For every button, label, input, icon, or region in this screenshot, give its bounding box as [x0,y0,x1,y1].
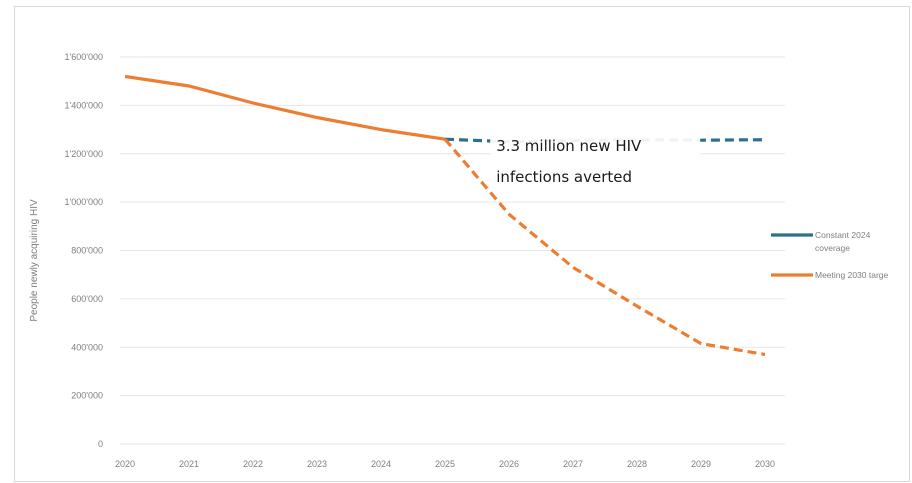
y-tick-label: 1'200'000 [65,149,103,159]
y-tick-label: 1'400'000 [65,100,103,110]
legend-label: coverage [815,243,850,253]
y-tick-label: 600'000 [71,294,103,304]
chart-frame: 0 200'000 400'000 600'000 800'000 1'000'000 1'… [14,6,910,482]
x-tick-label: 2022 [243,459,263,469]
legend-label: Constant 2024 [815,230,871,240]
y-tick-label: 0 [98,439,103,449]
y-axis-ticks: 0 200'000 400'000 600'000 800'000 1'000'000 1'… [65,52,103,449]
annotation-text: 3.3 million new HIV [496,137,642,155]
y-tick-label: 200'000 [71,391,103,401]
y-axis-label: People newly acquiring HIV [29,199,40,322]
y-tick-label: 800'000 [71,246,103,256]
x-tick-label: 2029 [691,459,711,469]
gridlines [120,56,785,445]
y-tick-label: 1'600'000 [65,52,103,62]
series-line-meeting-2030-target-solid [124,74,446,141]
annotation: 3.3 million new HIV infections averted [490,127,701,188]
legend: Constant 2024 coverage Meeting 2030 targe [771,230,889,280]
x-tick-label: 2023 [307,459,327,469]
x-tick-label: 2026 [499,459,519,469]
annotation-backdrop [490,127,701,188]
legend-label: Meeting 2030 targe [815,270,889,280]
x-tick-label: 2030 [755,459,775,469]
annotation-text: infections averted [496,168,632,186]
y-tick-label: 400'000 [71,342,103,352]
line-chart: 0 200'000 400'000 600'000 800'000 1'000'000 1'… [29,52,889,469]
series-lines [124,74,766,357]
x-tick-label: 2028 [627,459,647,469]
x-tick-label: 2025 [435,459,455,469]
y-tick-label: 1'000'000 [65,197,103,207]
x-tick-label: 2024 [371,459,391,469]
x-tick-label: 2020 [115,459,135,469]
x-tick-label: 2021 [179,459,199,469]
series-line-meeting-2030-target-dashed [443,138,766,357]
x-tick-label: 2027 [563,459,583,469]
x-axis-ticks: 2020 2021 2022 2023 2024 2025 2026 2027 2028 2029… [115,459,775,469]
